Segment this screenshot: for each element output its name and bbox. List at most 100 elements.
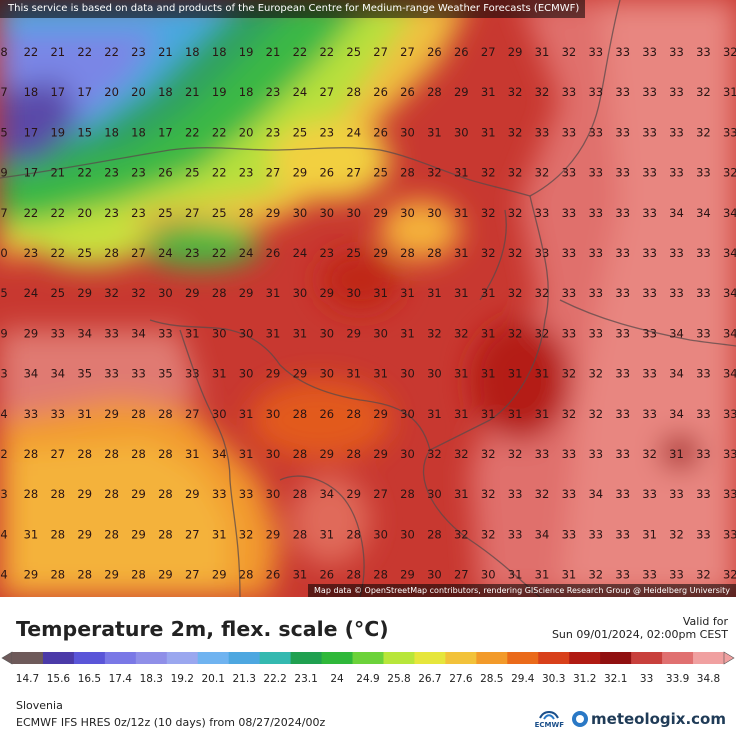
temperature-value: 5: [0, 286, 7, 300]
temperature-value: 31: [508, 407, 523, 421]
temperature-value: 33: [615, 246, 630, 260]
temperature-value: 8: [0, 45, 7, 59]
temperature-value: 33: [535, 246, 550, 260]
temperature-value: 33: [562, 326, 577, 340]
temperature-value: 31: [373, 367, 388, 381]
temperature-value: 22: [104, 45, 119, 59]
temperature-value: 29: [185, 286, 200, 300]
temperature-value: 34: [723, 286, 736, 300]
temperature-value: 28: [400, 487, 415, 501]
temperature-value: 32: [562, 367, 577, 381]
temperature-value: 31: [77, 407, 92, 421]
temperature-value: 33: [642, 85, 657, 99]
temperature-value: 32: [239, 527, 254, 541]
temperature-value: 33: [696, 447, 711, 461]
logos: ECMWF meteologix.com: [535, 706, 726, 732]
temperature-value: 22: [319, 45, 334, 59]
temperature-value: 33: [642, 367, 657, 381]
temperature-value: 31: [400, 326, 415, 340]
temperature-value: 17: [50, 85, 65, 99]
temperature-value: 33: [588, 286, 603, 300]
scale-tick-label: 19.2: [171, 673, 194, 685]
temperature-map[interactable]: 8 22 21 22 22 23 21 18 18 19 21 22 22 25 27 27 26 26 27 29 3…: [0, 0, 736, 597]
temperature-value: 28: [24, 487, 39, 501]
temperature-value: 20: [239, 125, 254, 139]
temperature-value: 33: [615, 487, 630, 501]
temperature-value: 32: [508, 246, 523, 260]
temperature-value: 28: [104, 527, 119, 541]
temperature-value: 31: [24, 527, 39, 541]
temperature-value: 27: [319, 85, 334, 99]
temperature-value: 30: [373, 326, 388, 340]
temperature-value: 26: [266, 246, 281, 260]
temperature-value: 22: [212, 246, 227, 260]
temperature-value: 22: [24, 45, 39, 59]
temperature-value: 31: [508, 568, 523, 582]
scale-tick-label: 26.7: [418, 673, 441, 685]
temperature-value: 28: [427, 246, 442, 260]
scale-swatch: [693, 652, 725, 664]
temperature-value: 32: [535, 326, 550, 340]
ecmwf-icon: [539, 711, 560, 720]
temperature-value: 30: [212, 407, 227, 421]
map-attribution[interactable]: Map data © OpenStreetMap contributors, r…: [308, 584, 736, 597]
temperature-value: 33: [562, 286, 577, 300]
scale-arrow-left: [1, 651, 13, 665]
temperature-value: 28: [24, 447, 39, 461]
scale-tick-label: 27.6: [449, 673, 473, 685]
temperature-value: 34: [696, 206, 711, 220]
temperature-value: 33: [669, 125, 684, 139]
temperature-value: 28: [373, 568, 388, 582]
temperature-value: 32: [669, 527, 684, 541]
temperature-value: 28: [158, 447, 173, 461]
temperature-value: 33: [104, 367, 119, 381]
ecmwf-logo: ECMWF: [535, 709, 564, 729]
temperature-value: 3: [0, 487, 7, 501]
temperature-value: 29: [104, 407, 119, 421]
temperature-value: 33: [669, 166, 684, 180]
temperature-value: 28: [346, 527, 361, 541]
temperature-value: 27: [400, 45, 415, 59]
temperature-value: 29: [454, 85, 469, 99]
scale-tick-label: 18.3: [140, 673, 163, 685]
temperature-value: 35: [77, 367, 92, 381]
scale-arrow-right: [723, 651, 735, 665]
scale-swatch: [290, 652, 323, 664]
temperature-value: 26: [158, 166, 173, 180]
temperature-value: 18: [185, 45, 200, 59]
temperature-value: 30: [427, 367, 442, 381]
meteologix-icon: [572, 711, 589, 727]
temperature-value: 34: [24, 367, 39, 381]
temperature-value: 25: [373, 166, 388, 180]
temperature-value: 32: [427, 326, 442, 340]
temperature-value: 21: [50, 166, 65, 180]
temperature-value: 33: [669, 568, 684, 582]
temperature-value: 31: [642, 527, 657, 541]
temperature-value: 30: [266, 487, 281, 501]
temperature-value: 23: [319, 246, 334, 260]
temperature-value: 31: [535, 568, 550, 582]
scale-swatch: [166, 652, 199, 664]
temperature-value: 28: [427, 85, 442, 99]
scale-swatch: [135, 652, 168, 664]
temperature-value: 31: [373, 286, 388, 300]
temperature-value: 34: [77, 326, 92, 340]
temperature-value: 32: [562, 407, 577, 421]
temperature-value: 21: [158, 45, 173, 59]
temperature-value: 19: [239, 45, 254, 59]
temperature-value: 28: [50, 568, 65, 582]
temperature-value: 29: [373, 206, 388, 220]
temperature-value: 28: [131, 568, 146, 582]
scale-tick-label: 22.2: [263, 673, 286, 685]
temperature-value: 4: [0, 568, 7, 582]
temperature-value: 28: [158, 407, 173, 421]
scale-swatch: [414, 652, 446, 664]
temperature-value: 33: [535, 125, 550, 139]
temperature-value: 29: [346, 487, 361, 501]
temperature-value: 18: [239, 85, 254, 99]
temperature-value: 34: [50, 367, 65, 381]
temperature-value: 30: [239, 367, 254, 381]
temperature-value: 30: [293, 286, 308, 300]
meteologix-logo[interactable]: meteologix.com: [572, 710, 726, 728]
temperature-value: 33: [723, 447, 736, 461]
